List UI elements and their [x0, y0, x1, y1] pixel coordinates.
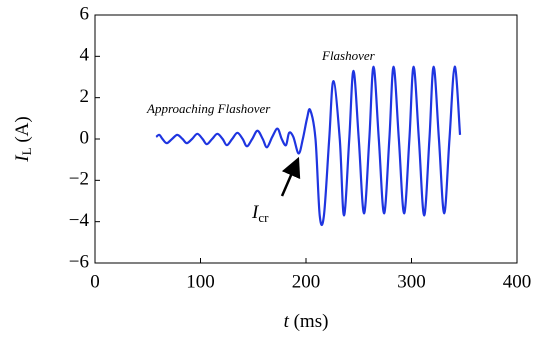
annotation: Flashover — [321, 48, 376, 63]
x-axis-label: t (ms) — [284, 311, 329, 332]
y-tick-label: 6 — [80, 3, 90, 24]
y-label-var: I — [12, 154, 33, 163]
y-tick-label: −6 — [69, 251, 89, 272]
data-line — [155, 65, 462, 227]
annotation: Icr — [251, 202, 269, 225]
y-label-sub: L — [19, 147, 34, 155]
y-tick-label: 2 — [80, 86, 90, 107]
y-tick-label: −2 — [69, 169, 89, 190]
y-tick-label: −4 — [69, 210, 90, 231]
y-label-unit: (A) — [12, 116, 33, 142]
x-tick-label: 100 — [186, 271, 215, 292]
annotation-var: I — [251, 202, 260, 223]
x-tick-label: 300 — [397, 271, 426, 292]
y-axis-label: IL (A) — [12, 116, 34, 162]
plot-frame — [94, 14, 518, 264]
x-label-var: t — [284, 311, 290, 332]
x-tick-label: 0 — [90, 271, 100, 292]
y-tick-label: 4 — [80, 45, 90, 66]
annotation: Approaching Flashover — [146, 101, 271, 116]
x-tick-label: 400 — [503, 271, 532, 292]
arrow — [280, 156, 301, 197]
annotation-sub: cr — [258, 210, 269, 225]
x-tick-label: 200 — [292, 271, 321, 292]
y-tick-label: 0 — [80, 127, 90, 148]
x-label-unit: (ms) — [294, 311, 329, 332]
